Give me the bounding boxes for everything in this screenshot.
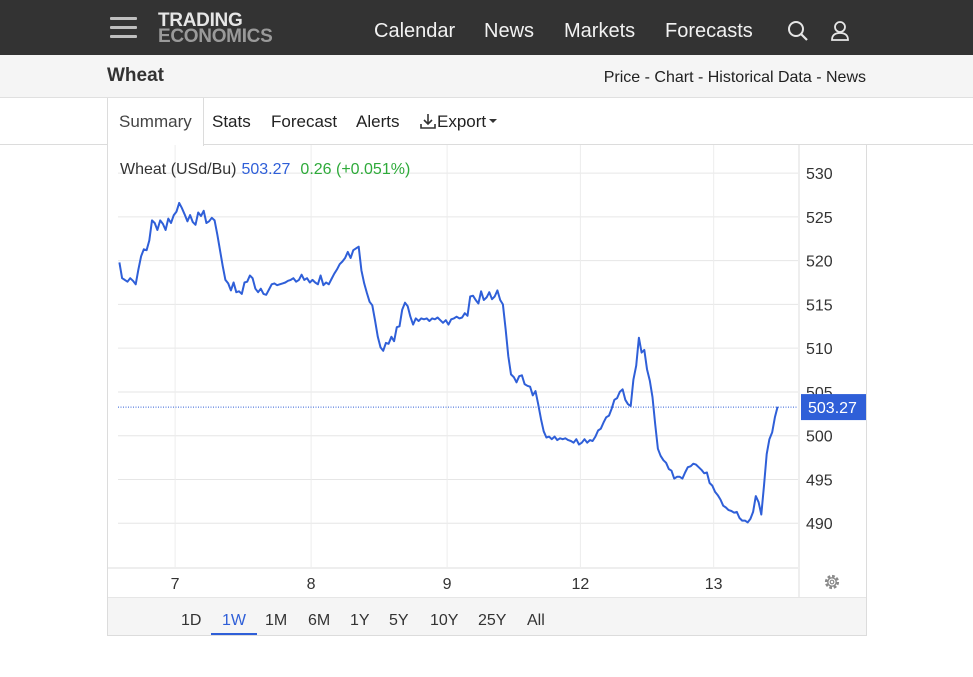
logo[interactable]: TRADING ECONOMICS	[158, 10, 273, 47]
legend-price: 503.27	[241, 161, 290, 178]
range-selector: 1D 1W 1M 6M 1Y 5Y 10Y 25Y All	[108, 597, 866, 635]
export-label: Export	[437, 112, 487, 131]
top-navbar: TRADING ECONOMICS Calendar News Markets …	[0, 0, 973, 55]
link-separator: -	[640, 69, 655, 86]
x-tick-label: 7	[171, 576, 180, 593]
tab-stats[interactable]: Stats	[212, 112, 251, 131]
download-icon	[420, 114, 436, 129]
range-all[interactable]: All	[527, 612, 545, 629]
x-tick-label: 9	[443, 576, 452, 593]
series-line-wheat	[118, 201, 779, 524]
range-6m[interactable]: 6M	[308, 612, 331, 629]
range-25y[interactable]: 25Y	[478, 612, 507, 629]
y-tick-label: 490	[806, 516, 833, 533]
legend-name: Wheat (USd/Bu)	[120, 161, 236, 178]
link-historical-data[interactable]: Historical Data	[707, 69, 812, 86]
search-icon[interactable]	[787, 20, 809, 47]
range-1m[interactable]: 1M	[265, 612, 288, 629]
tab-alerts[interactable]: Alerts	[356, 112, 400, 131]
x-tick-label: 8	[307, 576, 316, 593]
last-price-label: 503.27	[801, 394, 866, 421]
caret-down-icon	[489, 119, 498, 123]
sub-header: Wheat Price - Chart - Historical Data - …	[0, 55, 973, 98]
page-title: Wheat	[107, 65, 164, 86]
tab-summary[interactable]: Summary	[107, 98, 204, 146]
link-price[interactable]: Price	[603, 69, 641, 86]
last-price-value: 503.27	[808, 400, 857, 417]
y-tick-label: 495	[806, 472, 833, 489]
range-5y[interactable]: 5Y	[389, 612, 409, 629]
x-tick-label: 13	[705, 576, 723, 593]
menu-icon[interactable]	[110, 17, 137, 39]
y-tick-label: 510	[806, 341, 833, 358]
tab-export[interactable]: Export	[419, 98, 498, 145]
logo-line-2: ECONOMICS	[158, 26, 273, 47]
sub-links: Price - Chart - Historical Data - News	[604, 69, 866, 87]
user-icon[interactable]	[830, 20, 850, 47]
nav-forecasts[interactable]: Forecasts	[665, 20, 753, 42]
link-separator: -	[693, 69, 708, 86]
settings-gear-icon[interactable]	[824, 574, 840, 590]
chart-container: 490 495 500 505 510 515 520 525 530 7 8 9 12 13 503.…	[107, 145, 867, 636]
range-10y[interactable]: 10Y	[430, 612, 459, 629]
x-tick-label: 12	[572, 576, 590, 593]
nav-news[interactable]: News	[484, 20, 535, 42]
link-chart[interactable]: Chart	[654, 69, 694, 86]
link-news[interactable]: News	[825, 69, 866, 86]
logo-line-1: TRADING	[158, 10, 243, 31]
range-1y[interactable]: 1Y	[350, 612, 370, 629]
y-tick-label: 515	[806, 297, 833, 314]
legend-change: 0.26 (+0.051%)	[300, 161, 410, 178]
y-tick-label: 525	[806, 210, 833, 227]
tabs-row: Summary Stats Forecast Alerts Export	[0, 98, 973, 146]
range-1w[interactable]: 1W	[211, 612, 257, 635]
y-tick-label: 520	[806, 254, 833, 271]
chart-legend: Wheat (USd/Bu) 503.27 0.26 (+0.051%)	[120, 161, 410, 178]
y-tick-label: 500	[806, 429, 833, 446]
range-1d[interactable]: 1D	[181, 612, 202, 629]
link-separator: -	[811, 69, 826, 86]
nav-markets[interactable]: Markets	[564, 20, 636, 42]
tab-forecast[interactable]: Forecast	[271, 112, 338, 131]
y-tick-label: 530	[806, 166, 833, 183]
nav-calendar[interactable]: Calendar	[374, 20, 456, 42]
